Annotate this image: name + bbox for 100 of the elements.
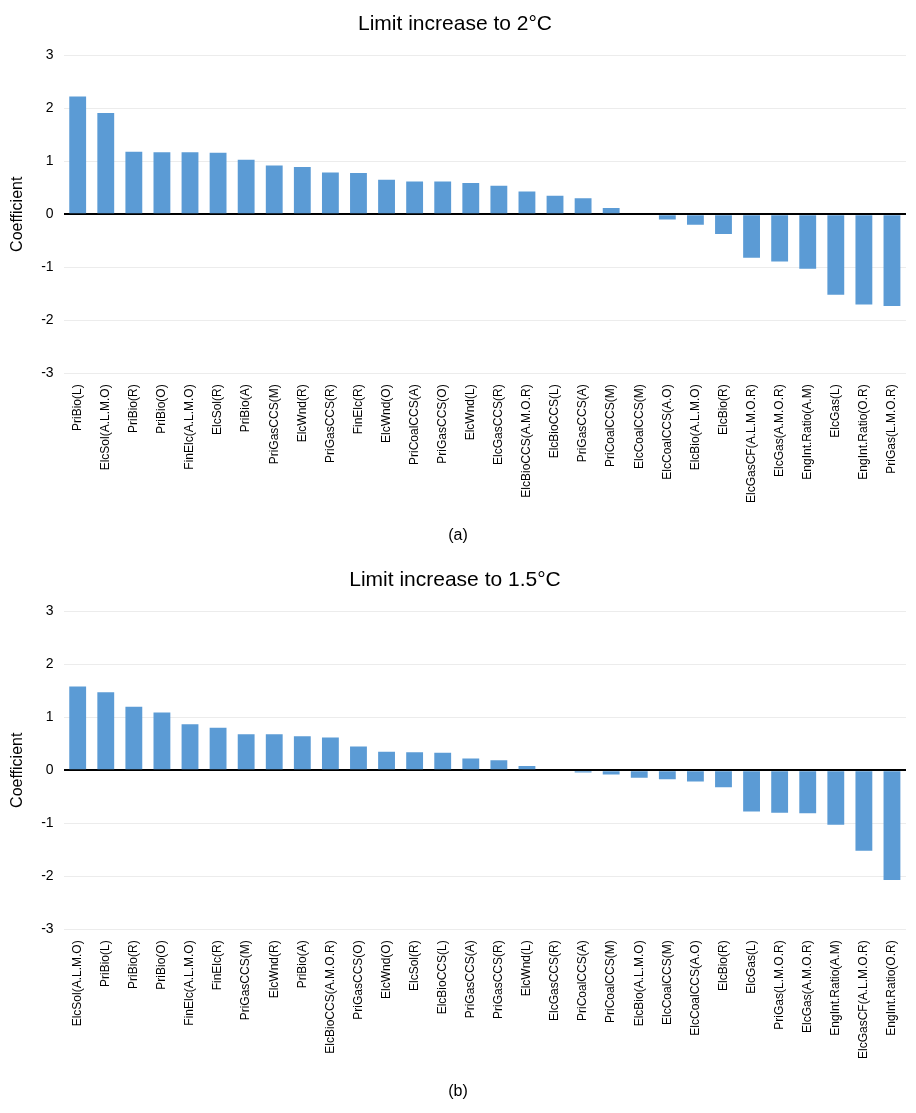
bar xyxy=(490,760,508,770)
x-tick-label: ElcBio(R) xyxy=(715,940,730,991)
y-tick-label: -3 xyxy=(41,364,54,381)
x-tick-label: ElcSol(R) xyxy=(210,384,225,435)
x-tick-label: PriCoalCCS(A) xyxy=(575,940,590,1022)
x-tick-label: PriBio(R) xyxy=(126,384,141,433)
bar xyxy=(883,215,901,306)
x-tick-label: EngInt.Ratio(A.M) xyxy=(800,384,815,480)
x-tick-label: FinElc(R) xyxy=(210,940,225,991)
x-tick-label: PriBio(L) xyxy=(70,384,84,432)
x-tick-label: PriBio(A) xyxy=(238,384,253,433)
chart-title: Limit increase to 2°C xyxy=(358,11,552,35)
bar xyxy=(686,771,704,782)
bar xyxy=(771,215,789,262)
x-tick-label: ElcWnd(O) xyxy=(378,384,393,443)
bar xyxy=(686,215,704,225)
x-tick-label: PriGas(L.M.O.R) xyxy=(771,940,786,1030)
bar xyxy=(209,152,227,214)
bar xyxy=(827,215,845,295)
x-tick-label: ElcWnd(O) xyxy=(378,940,393,999)
x-tick-label: ElcGasCCS(R) xyxy=(547,940,562,1021)
bar xyxy=(153,712,171,770)
x-tick-label: PriGasCCS(M) xyxy=(266,384,281,465)
x-tick-label: PriGas(L.M.O.R) xyxy=(884,384,899,474)
bar xyxy=(434,752,452,770)
x-tick-label: ElcGasCF(A.L.M.O.R) xyxy=(856,940,871,1060)
bar xyxy=(209,727,227,770)
bar xyxy=(237,734,255,770)
bar xyxy=(378,179,395,214)
x-tick-label: ElcBioCCS(A.M.O.R) xyxy=(322,940,337,1054)
bar xyxy=(378,751,395,770)
y-tick-label: -3 xyxy=(41,920,54,937)
x-tick-label: EngInt.Ratio(O.R) xyxy=(856,384,871,480)
bar xyxy=(406,752,424,770)
x-tick-label: FinElc(R) xyxy=(350,384,365,435)
bar xyxy=(434,181,452,214)
x-tick-label: PriBio(L) xyxy=(98,940,113,988)
bar xyxy=(743,215,760,258)
x-tick-label: PriGasCCS(R) xyxy=(491,940,506,1019)
bar xyxy=(350,746,367,770)
bar xyxy=(715,771,732,788)
bar xyxy=(462,758,480,770)
bar xyxy=(771,771,789,813)
x-tick-label: ElcBioCCS(L) xyxy=(435,940,450,1015)
x-tick-label: PriGasCCS(A) xyxy=(463,940,478,1019)
bar xyxy=(546,195,564,214)
bar xyxy=(827,771,845,825)
x-tick-label: ElcBioCCS(L) xyxy=(547,384,562,459)
y-tick-label: 2 xyxy=(45,99,54,116)
y-tick-label: 0 xyxy=(45,761,54,778)
x-tick-label: ElcCoalCCS(M) xyxy=(659,940,674,1026)
x-tick-label: ElcBio(A.L.M.O) xyxy=(631,940,646,1027)
y-tick-label: -1 xyxy=(41,258,54,275)
bar xyxy=(799,215,817,269)
bar xyxy=(658,771,676,780)
bar xyxy=(630,771,648,778)
x-tick-label: PriCoalCCS(A) xyxy=(406,384,421,466)
x-tick-label: ElcWnd(R) xyxy=(266,940,281,999)
bar xyxy=(602,771,620,775)
bar xyxy=(715,215,732,234)
text: (a) xyxy=(448,526,468,544)
bar xyxy=(69,96,87,214)
bar xyxy=(181,724,199,770)
bar xyxy=(265,734,283,770)
y-axis-title: Coefficient xyxy=(8,176,26,252)
y-tick-label: 1 xyxy=(45,708,54,725)
y-tick-label: 0 xyxy=(45,205,54,222)
x-tick-label: PriBio(R) xyxy=(126,940,141,989)
x-tick-label: ElcBio(R) xyxy=(715,384,730,435)
bar xyxy=(462,182,480,214)
bar xyxy=(406,181,424,214)
bar xyxy=(293,167,311,214)
bar xyxy=(293,736,311,770)
bar xyxy=(97,692,115,770)
x-tick-label: ElcCoalCCS(A.O) xyxy=(659,384,674,480)
bar xyxy=(237,159,255,214)
x-tick-label: PriGasCCS(M) xyxy=(238,940,253,1021)
x-tick-label: PriBio(O) xyxy=(154,940,169,990)
x-tick-label: ElcGas(A.M.O.R) xyxy=(800,940,815,1033)
x-tick-label: EngInt.Ratio(A.M) xyxy=(828,940,843,1036)
bar xyxy=(490,185,508,214)
y-tick-label: -1 xyxy=(41,814,54,831)
x-tick-label: PriGasCCS(O) xyxy=(350,940,365,1020)
y-tick-label: 2 xyxy=(45,655,54,672)
bar xyxy=(153,152,171,214)
x-tick-label: PriBio(A) xyxy=(294,940,309,989)
x-tick-label: ElcGasCF(A.L.M.O.R) xyxy=(743,384,758,504)
bar xyxy=(181,152,199,214)
x-tick-label: ElcCoalCCS(A.O) xyxy=(687,940,702,1036)
x-tick-label: ElcBio(A.L.M.O) xyxy=(687,384,702,471)
text: (b) xyxy=(448,1082,468,1100)
bar xyxy=(97,112,115,214)
x-tick-label: EngInt.Ratio(O.R) xyxy=(884,940,899,1036)
y-tick-label: 3 xyxy=(45,46,54,63)
x-tick-label: ElcGas(L) xyxy=(743,940,758,994)
bar xyxy=(321,172,339,214)
x-tick-label: FinElc(A.L.M.O) xyxy=(182,384,197,470)
bar xyxy=(69,686,87,770)
x-tick-label: ElcGas(A.M.O.R) xyxy=(771,384,786,477)
x-tick-label: ElcBioCCS(A.M.O.R) xyxy=(519,384,534,498)
